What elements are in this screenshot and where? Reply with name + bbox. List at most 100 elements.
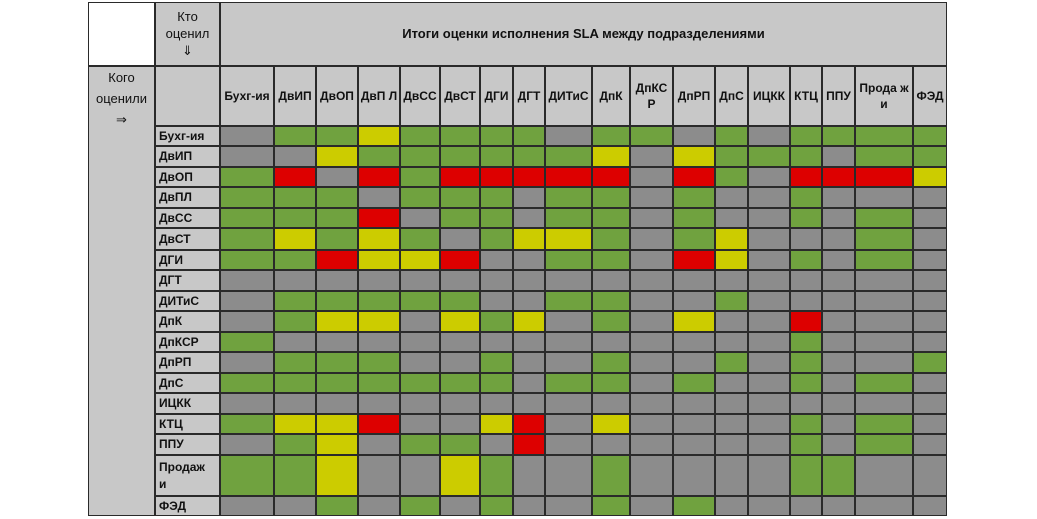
row-header-13: ДпС [155, 373, 220, 393]
heatmap-cell [630, 291, 673, 311]
heatmap-cell [748, 332, 790, 352]
heatmap-cell [748, 352, 790, 373]
heatmap-cell [715, 455, 748, 496]
heatmap-cell [316, 208, 358, 228]
column-header-14: ИЦКК [748, 66, 790, 126]
heatmap-cell [715, 373, 748, 393]
row-header-5: ДвСС [155, 208, 220, 228]
heatmap-cell [748, 167, 790, 187]
heatmap-cell [822, 496, 855, 516]
heatmap-cell [545, 352, 592, 373]
heatmap-cell [513, 270, 545, 291]
heatmap-cell [673, 373, 715, 393]
heatmap-cell [400, 332, 440, 352]
heatmap-cell [274, 311, 316, 332]
heatmap-cell [790, 146, 822, 167]
heatmap-cell [274, 208, 316, 228]
heatmap-cell [630, 455, 673, 496]
heatmap-cell [400, 126, 440, 146]
heatmap-cell [715, 414, 748, 434]
column-label: ДвП Л [360, 88, 398, 103]
heatmap-cell [592, 311, 630, 332]
heatmap-cell [440, 373, 480, 393]
heatmap-cell [220, 270, 274, 291]
heatmap-cell [274, 250, 316, 270]
heatmap-cell [400, 208, 440, 228]
heatmap-cell [440, 393, 480, 414]
heatmap-cell [400, 250, 440, 270]
heatmap-cell [790, 414, 822, 434]
heatmap-cell [274, 393, 316, 414]
heatmap-cell [358, 228, 400, 250]
heatmap-cell [480, 352, 513, 373]
heatmap-cell [440, 126, 480, 146]
row-header-6: ДвСТ [155, 228, 220, 250]
heatmap-cell [358, 167, 400, 187]
heatmap-cell [545, 311, 592, 332]
heatmap-cell [715, 311, 748, 332]
row-label: Продаж и [159, 460, 205, 491]
heatmap-cell [715, 332, 748, 352]
heatmap-cell [358, 455, 400, 496]
heatmap-cell [673, 455, 715, 496]
heatmap-cell [440, 187, 480, 208]
row-header-7: ДГИ [155, 250, 220, 270]
heatmap-cell [790, 332, 822, 352]
heatmap-cell [400, 373, 440, 393]
heatmap-cell [630, 496, 673, 516]
heatmap-cell [748, 455, 790, 496]
heatmap-cell [440, 167, 480, 187]
heatmap-cell [220, 332, 274, 352]
heatmap-cell [715, 270, 748, 291]
heatmap-cell [220, 250, 274, 270]
heatmap-cell [673, 187, 715, 208]
heatmap-cell [440, 434, 480, 455]
heatmap-cell [513, 146, 545, 167]
column-header-9: ДИТиС [545, 66, 592, 126]
heatmap-cell [822, 311, 855, 332]
row-label: ДвОП [159, 169, 193, 184]
column-label: ДпК [599, 88, 623, 103]
heatmap-cell [358, 250, 400, 270]
heatmap-cell [358, 291, 400, 311]
heatmap-cell [358, 393, 400, 414]
heatmap-cell [748, 228, 790, 250]
heatmap-cell [822, 187, 855, 208]
heatmap-cell [673, 291, 715, 311]
heatmap-cell [822, 167, 855, 187]
heatmap-cell [630, 393, 673, 414]
heatmap-cell [400, 434, 440, 455]
corner-blank-cell [88, 2, 155, 66]
heatmap-cell [513, 167, 545, 187]
heatmap-cell [440, 250, 480, 270]
heatmap-cell [790, 167, 822, 187]
heatmap-cell [480, 311, 513, 332]
heatmap-cell [748, 496, 790, 516]
row-header-2: ДвИП [155, 146, 220, 167]
column-header-15: КТЦ [790, 66, 822, 126]
row-header-10: ДпК [155, 311, 220, 332]
heatmap-cell [545, 126, 592, 146]
heatmap-cell [790, 270, 822, 291]
row-header-1: Бухг-ия [155, 126, 220, 146]
column-label: ДпРП [677, 88, 711, 103]
heatmap-cell [220, 414, 274, 434]
heatmap-cell [855, 228, 913, 250]
heatmap-cell [715, 393, 748, 414]
heatmap-cell [822, 373, 855, 393]
heatmap-cell [592, 496, 630, 516]
heatmap-cell [913, 352, 947, 373]
heatmap-cell [715, 352, 748, 373]
column-label: ДвИП [278, 88, 312, 103]
heatmap-cell [480, 455, 513, 496]
heatmap-cell [513, 291, 545, 311]
column-label: ДпКСР [635, 80, 668, 111]
heatmap-cell [545, 434, 592, 455]
heatmap-cell [440, 311, 480, 332]
heatmap-cell [822, 270, 855, 291]
heatmap-cell [913, 455, 947, 496]
heatmap-cell [358, 187, 400, 208]
heatmap-cell [913, 414, 947, 434]
heatmap-cell [715, 434, 748, 455]
heatmap-cell [316, 228, 358, 250]
